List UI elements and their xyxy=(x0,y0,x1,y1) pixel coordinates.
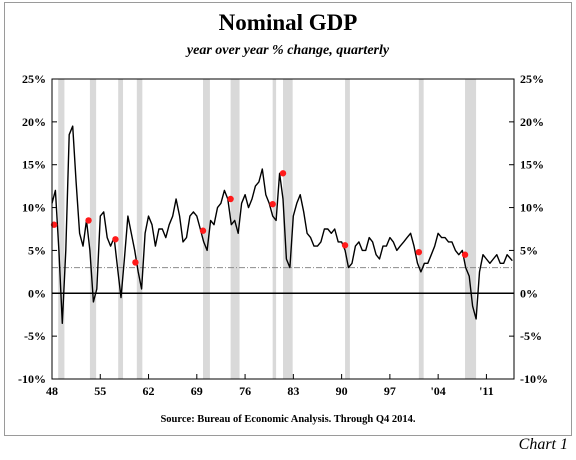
y-tick-label-left: 5% xyxy=(28,243,46,257)
x-tick-label: 62 xyxy=(143,384,155,398)
chart-subtitle: year over year % change, quarterly xyxy=(186,43,390,58)
recession-marker xyxy=(461,251,469,258)
y-tick-label-left: 20% xyxy=(22,115,46,129)
x-tick-label: 83 xyxy=(287,384,299,398)
recession-marker xyxy=(279,170,287,177)
recession-marker xyxy=(85,217,92,224)
y-tick-label-right: 15% xyxy=(520,158,544,172)
recession-marker xyxy=(415,248,423,256)
y-tick-label-left: 0% xyxy=(28,286,46,300)
x-tick-label: 69 xyxy=(191,384,203,398)
x-tick-label: '04 xyxy=(430,384,445,398)
recession-marker xyxy=(112,236,119,243)
y-tick-label-right: -5% xyxy=(520,329,542,343)
x-tick-label: 90 xyxy=(336,384,348,398)
plot-border xyxy=(51,78,515,380)
y-tick-label-left: 15% xyxy=(22,158,46,172)
y-tick-label-right: 5% xyxy=(520,243,538,257)
recession-marker xyxy=(341,242,349,249)
recession-band xyxy=(272,79,277,379)
recession-marker xyxy=(132,259,139,266)
x-tick-label: 55 xyxy=(94,384,106,398)
y-tick-label-left: 25% xyxy=(22,72,46,86)
y-tick-label-left: 10% xyxy=(22,201,46,215)
recession-marker xyxy=(227,195,234,203)
recession-marker xyxy=(199,227,207,234)
recession-band xyxy=(89,79,97,379)
y-tick-label-right: 25% xyxy=(520,72,544,86)
figure-label: Chart 1 xyxy=(518,436,568,453)
recession-band xyxy=(465,79,477,379)
x-tick-label: '11 xyxy=(479,384,494,398)
recession-band xyxy=(283,79,293,379)
recession-band xyxy=(418,79,424,379)
x-tick-label: 48 xyxy=(46,384,58,398)
x-tick-label: 76 xyxy=(239,384,251,398)
recession-band xyxy=(345,79,350,379)
recession-band xyxy=(118,79,124,379)
y-tick-label-right: 10% xyxy=(520,201,544,215)
y-tick-label-left: -10% xyxy=(18,372,46,386)
ticks-group: 25% 25% 20% 20% 15% 15% 10% 10% 5% 5% 0% 0% -5% -5% -1… xyxy=(18,72,548,398)
x-tick-label: 97 xyxy=(384,384,396,398)
source-note: Source: Bureau of Economic Analysis. Thr… xyxy=(160,414,416,425)
marker-group xyxy=(50,170,469,266)
chart-title: Nominal GDP xyxy=(218,10,358,35)
y-tick-label-right: 0% xyxy=(520,286,538,300)
recession-band xyxy=(136,79,143,379)
series-line-group xyxy=(51,125,513,324)
y-tick-label-right: -10% xyxy=(520,372,548,386)
recession-marker xyxy=(269,200,276,208)
y-tick-label-right: 20% xyxy=(520,115,544,129)
series-line xyxy=(51,125,513,324)
recession-band xyxy=(203,79,210,379)
recession-bands xyxy=(58,79,477,379)
axes-group xyxy=(51,78,515,380)
recession-band xyxy=(230,79,240,379)
recession-band xyxy=(58,79,65,379)
y-tick-label-left: -5% xyxy=(24,329,46,343)
